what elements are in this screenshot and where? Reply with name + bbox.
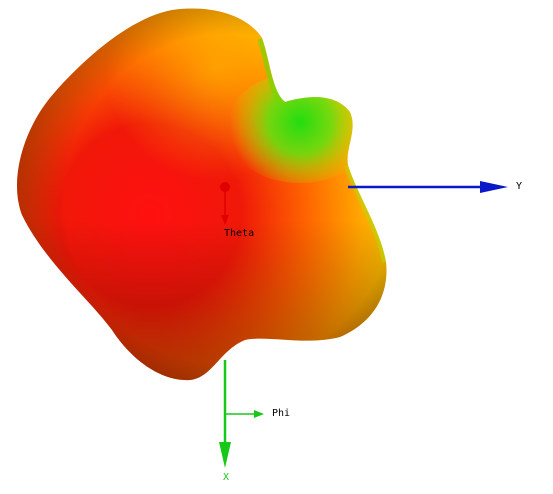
y-axis: Y xyxy=(348,181,522,193)
theta-arrowhead xyxy=(221,215,229,225)
theta-label: Theta xyxy=(224,228,254,239)
y-axis-arrowhead xyxy=(480,181,508,193)
x-axis: X xyxy=(219,360,231,483)
x-axis-label: X xyxy=(223,472,229,483)
phi-marker: Phi xyxy=(225,408,290,419)
theta-marker: Theta xyxy=(220,182,254,239)
phi-arrowhead xyxy=(254,410,264,418)
y-axis-label: Y xyxy=(516,181,522,192)
origin-point xyxy=(220,182,230,192)
x-axis-arrowhead xyxy=(219,442,231,468)
phi-label: Phi xyxy=(272,408,290,419)
